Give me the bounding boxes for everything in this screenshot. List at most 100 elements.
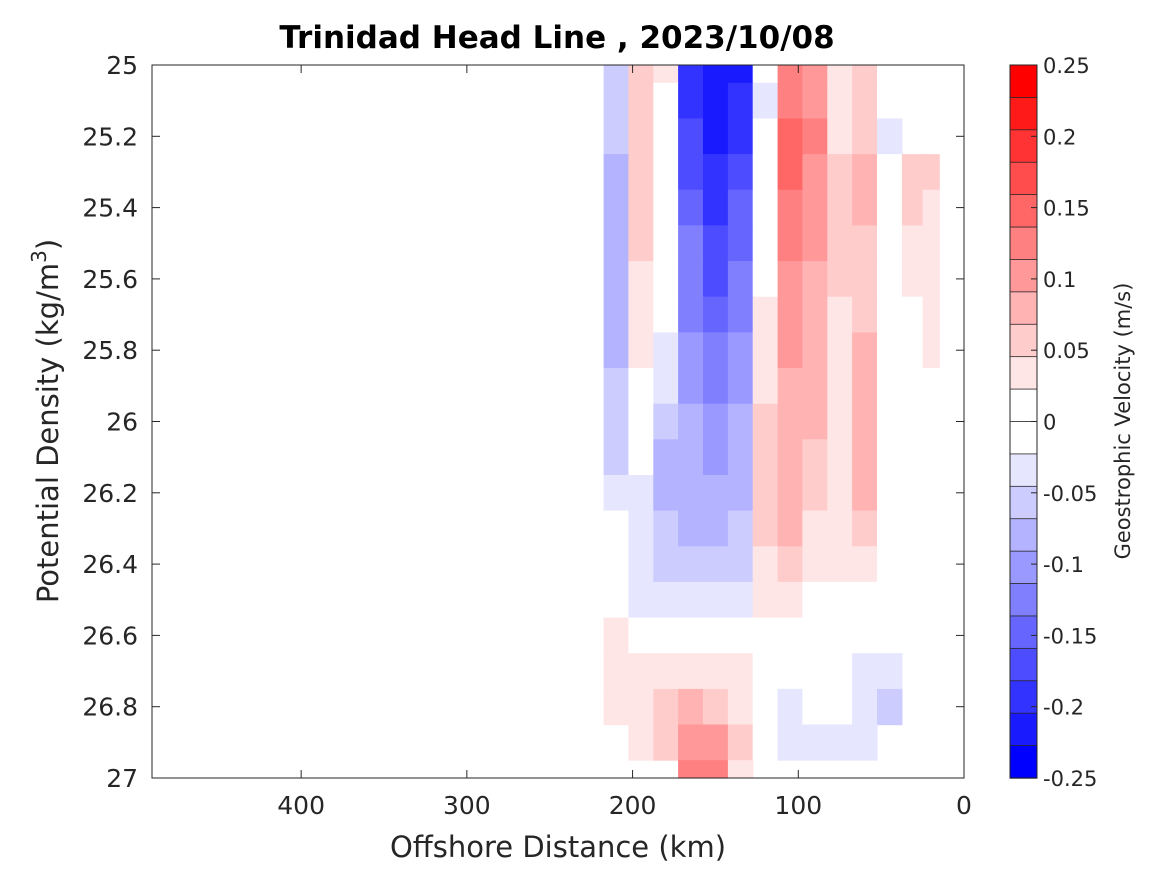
- colorbar-swatch: [1009, 421, 1038, 455]
- contour-cell: [877, 154, 903, 191]
- contour-cell: [802, 261, 828, 298]
- contour-cell: [653, 82, 679, 119]
- contour-cell: [603, 296, 630, 333]
- plot-area: 400 300 200 100 0 25 25.2 25.4 25.6 25.8 26 26.2 26…: [82, 51, 972, 820]
- contour-cell: [852, 581, 878, 619]
- contour-cell: [727, 724, 754, 761]
- contour-cell: [852, 510, 878, 547]
- contour-cell: [678, 439, 704, 476]
- contour-cell: [877, 368, 903, 405]
- contour-cell: [852, 546, 878, 583]
- y-tick-label: 25.2: [82, 122, 138, 151]
- contour-cell: [852, 118, 878, 155]
- colorbar-swatch: [1009, 291, 1038, 325]
- colorbar-swatch: [1009, 583, 1038, 617]
- contour-cell: [852, 82, 878, 119]
- colorbar-swatch: [1009, 194, 1038, 228]
- contour-cell: [603, 189, 630, 226]
- contour-cell: [877, 189, 903, 226]
- contour-cell: [628, 261, 654, 298]
- contour-cell: [827, 368, 853, 405]
- contour-cell: [703, 439, 729, 476]
- contour-cell: [777, 65, 804, 84]
- contour-cell: [901, 225, 924, 262]
- contour-cell: [678, 403, 704, 440]
- contour-cell: [922, 154, 940, 191]
- contour-cell: [752, 154, 779, 191]
- contour-cell: [653, 118, 679, 155]
- contour-cell: [752, 332, 779, 369]
- contour-cell: [603, 439, 630, 476]
- contour-cell: [827, 189, 853, 226]
- colorbar-tick-label: -0.2: [1043, 696, 1084, 720]
- contour-cell: [777, 403, 804, 440]
- contour-cell: [628, 724, 654, 761]
- contour-cell: [727, 225, 754, 262]
- contour-cell: [752, 581, 779, 619]
- contour-cell: [802, 189, 828, 226]
- contour-cell: [703, 65, 729, 84]
- chart-title: Trinidad Head Line , 2023/10/08: [279, 20, 834, 56]
- contour-cell: [727, 332, 754, 369]
- contour-cell: [628, 82, 654, 119]
- contour-cell: [777, 154, 804, 191]
- contour-cell: [628, 475, 654, 512]
- contour-cell: [827, 82, 853, 119]
- contour-cell: [901, 403, 924, 440]
- contour-cell: [827, 332, 853, 369]
- contour-cell: [877, 688, 903, 726]
- contour-cell: [852, 403, 878, 440]
- contour-cell: [802, 688, 828, 726]
- contour-cell: [653, 189, 679, 226]
- contour-cell: [877, 82, 903, 119]
- contour-cell: [852, 653, 878, 690]
- colorbar-swatch: [1009, 323, 1038, 358]
- contour-cell: [877, 581, 903, 619]
- colorbar-swatch: [1009, 259, 1038, 293]
- contour-cell: [802, 617, 828, 654]
- contour-cell: [703, 154, 729, 191]
- x-tick-label: 400: [277, 791, 325, 820]
- colorbar-tick-label: 0.25: [1043, 54, 1090, 78]
- contour-cell: [628, 617, 654, 654]
- contour-cell: [703, 332, 729, 369]
- contour-cell: [727, 439, 754, 476]
- contour-cell: [727, 760, 754, 779]
- colorbar-swatch: [1009, 518, 1038, 552]
- y-tick-label: 25.8: [82, 336, 138, 365]
- contour-cell: [678, 118, 704, 155]
- contour-cell: [777, 724, 804, 761]
- contour-cell: [703, 617, 729, 654]
- y-axis-label-main: Potential Density (kg/m: [31, 263, 65, 603]
- contour-cell: [628, 581, 654, 619]
- contour-cell: [877, 65, 903, 84]
- y-axis-ticks: 25 25.2 25.4 25.6 25.8 26 26.2 26.4 26.6 26.8 27: [82, 51, 964, 793]
- contour-cell: [752, 617, 779, 654]
- contour-cell: [827, 118, 853, 155]
- contour-cell: [922, 261, 940, 298]
- contour-cell: [777, 368, 804, 405]
- colorbar-swatch: [1009, 453, 1038, 488]
- contour-cell: [727, 261, 754, 298]
- contour-cell: [653, 439, 679, 476]
- contour-cell: [603, 688, 630, 726]
- contour-cell: [802, 82, 828, 119]
- contour-cell: [877, 510, 903, 547]
- colorbar-tick-label: -0.25: [1043, 767, 1097, 791]
- contour-cell: [852, 225, 878, 262]
- contour-cell: [852, 724, 878, 761]
- contour-cell: [752, 653, 779, 690]
- contour-cell: [877, 403, 903, 440]
- contour-cell: [852, 332, 878, 369]
- contour-cell: [703, 296, 729, 333]
- y-tick-label: 25.4: [82, 194, 138, 223]
- contour-cell: [827, 724, 853, 761]
- contour-cell: [628, 368, 654, 405]
- contour-cell: [603, 510, 630, 547]
- contour-cell: [603, 261, 630, 298]
- contour-cell: [852, 439, 878, 476]
- colorbar-tick-label: 0.05: [1043, 339, 1090, 363]
- contour-cell: [653, 154, 679, 191]
- contour-cell: [727, 653, 754, 690]
- contour-cell: [752, 724, 779, 761]
